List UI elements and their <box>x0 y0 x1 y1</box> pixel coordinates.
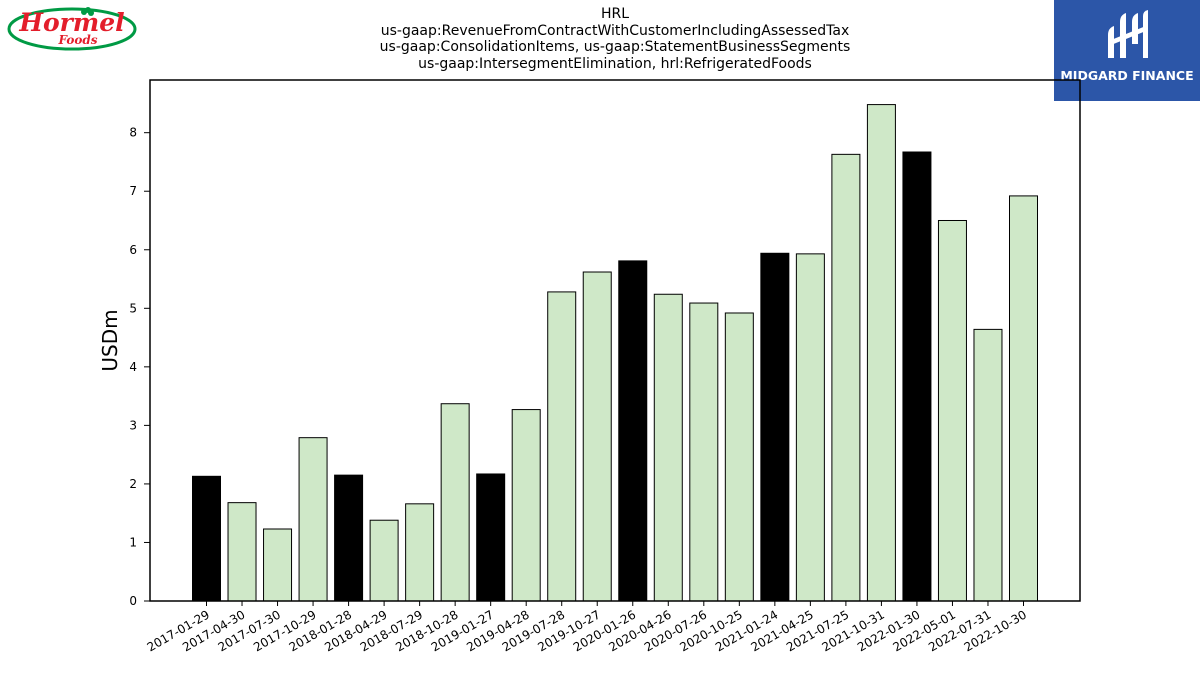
bars-group <box>192 104 1038 602</box>
bar-2017-04-30 <box>227 502 257 602</box>
bar-2020-01-26 <box>618 260 648 602</box>
bar-2020-04-26 <box>653 293 683 602</box>
bar-2017-01-29 <box>192 475 221 602</box>
y-axis-label: USDm <box>98 309 122 371</box>
bar-2022-10-30 <box>1009 195 1038 602</box>
bar-2017-07-30 <box>263 528 293 602</box>
bar-2022-07-31 <box>973 328 1003 602</box>
midgard-mark-icon <box>1108 10 1148 58</box>
y-axis: 0 1 2 3 4 5 6 7 8 <box>129 126 150 608</box>
bar-2018-04-29 <box>369 519 399 602</box>
bar-2019-04-28 <box>511 409 541 602</box>
bar-2021-07-25 <box>831 153 861 602</box>
hormel-foods-logo: Hormel Foods <box>7 7 137 51</box>
bar-2021-01-24 <box>760 252 790 602</box>
chart-title: HRL us-gaap:RevenueFromContractWithCusto… <box>215 6 1015 72</box>
y-tick-label: 1 <box>129 535 137 549</box>
bar-2018-01-28 <box>334 474 364 602</box>
bar-2019-10-27 <box>582 271 612 602</box>
plot-frame <box>149 79 1081 602</box>
y-tick-label: 6 <box>129 243 137 257</box>
bar-2022-05-01 <box>937 219 967 602</box>
y-tick-label: 2 <box>129 477 137 491</box>
bar-2017-10-29 <box>298 437 328 602</box>
y-tick-label: 8 <box>129 126 137 140</box>
chart-title-line-3: us-gaap:ConsolidationItems, us-gaap:Stat… <box>379 39 851 55</box>
bar-2021-10-31 <box>866 104 896 602</box>
hormel-logo-wordmark: Hormel <box>18 8 124 37</box>
bar-2022-01-30 <box>902 151 932 602</box>
x-axis: 2017-01-292017-04-302017-07-302017-10-29… <box>145 601 1029 654</box>
y-tick-label: 4 <box>129 360 137 374</box>
bar-2019-01-27 <box>476 473 506 602</box>
bar-2020-07-26 <box>689 302 719 602</box>
y-tick-label: 3 <box>129 418 137 432</box>
bar-2019-07-28 <box>547 291 577 602</box>
bar-2021-04-25 <box>795 253 825 602</box>
bar-2018-10-28 <box>440 403 470 602</box>
chart-title-line-2: us-gaap:RevenueFromContractWithCustomerI… <box>380 22 850 39</box>
hormel-logo-subword: Foods <box>57 33 97 47</box>
chart-title-line-4: us-gaap:IntersegmentElimination, hrl:Ref… <box>418 55 812 72</box>
bar-2020-10-25 <box>724 312 754 602</box>
y-tick-label: 5 <box>129 301 137 315</box>
midgard-finance-logo: MIDGARD FINANCE <box>1054 0 1200 101</box>
y-tick-label: 7 <box>129 184 137 198</box>
y-tick-label: 0 <box>129 594 137 608</box>
midgard-logo-text: MIDGARD FINANCE <box>1060 68 1194 83</box>
chart-title-line-1: HRL <box>600 6 630 22</box>
bar-2018-07-29 <box>405 503 435 602</box>
